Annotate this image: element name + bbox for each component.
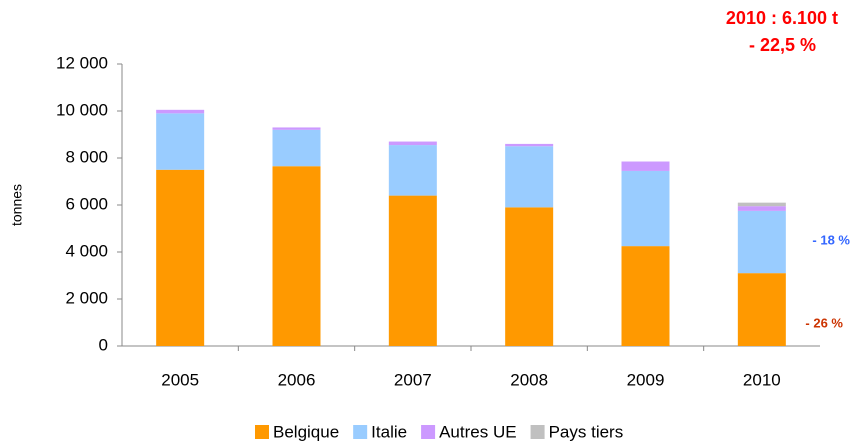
legend-swatch <box>353 425 368 439</box>
legend-swatch <box>530 425 545 439</box>
bar-segment <box>505 207 554 346</box>
x-tick-label: 2009 <box>627 370 665 389</box>
legend-label: Belgique <box>273 422 339 441</box>
x-tick-label: 2010 <box>743 370 781 389</box>
x-tick-label: 2006 <box>278 370 316 389</box>
bar-segment <box>621 246 670 346</box>
y-tick-label: 6 000 <box>65 194 108 213</box>
bar-segment <box>388 145 437 196</box>
bar-segment <box>388 195 437 346</box>
annotation: 2010 : 6.100 t <box>726 8 838 28</box>
bar-segment <box>156 109 205 114</box>
x-tick-label: 2007 <box>394 370 432 389</box>
y-tick-label: 8 000 <box>65 147 108 166</box>
bar-segment <box>272 129 321 167</box>
x-tick-label: 2005 <box>161 370 199 389</box>
bar-segment <box>156 169 205 346</box>
bar-segment <box>737 273 786 346</box>
legend-label: Italie <box>371 422 407 441</box>
legend-label: Pays tiers <box>549 422 624 441</box>
annotation: - 26 % <box>805 315 843 330</box>
y-axis-label: tonnes <box>9 184 25 226</box>
legend-swatch <box>421 425 436 439</box>
annotation: - 22,5 % <box>749 35 816 55</box>
bar-segment <box>272 166 321 346</box>
y-tick-label: 0 <box>99 335 108 354</box>
bar-segment <box>505 143 554 147</box>
bar-segment <box>505 146 554 208</box>
bar-segment <box>156 113 205 170</box>
annotation: - 18 % <box>812 232 850 247</box>
y-tick-label: 4 000 <box>65 241 108 260</box>
y-tick-label: 10 000 <box>56 100 108 119</box>
legend-label: Autres UE <box>439 422 516 441</box>
bar-segment <box>737 210 786 274</box>
x-tick-label: 2008 <box>510 370 548 389</box>
y-tick-label: 2 000 <box>65 288 108 307</box>
bar-segment <box>272 127 321 130</box>
bar-segment <box>621 170 670 247</box>
bar-segment <box>737 202 786 207</box>
bar-segment <box>388 141 437 146</box>
legend-swatch <box>255 425 269 439</box>
y-tick-label: 12 000 <box>56 53 108 72</box>
bar-segment <box>737 206 786 211</box>
bar-segment <box>621 161 670 171</box>
